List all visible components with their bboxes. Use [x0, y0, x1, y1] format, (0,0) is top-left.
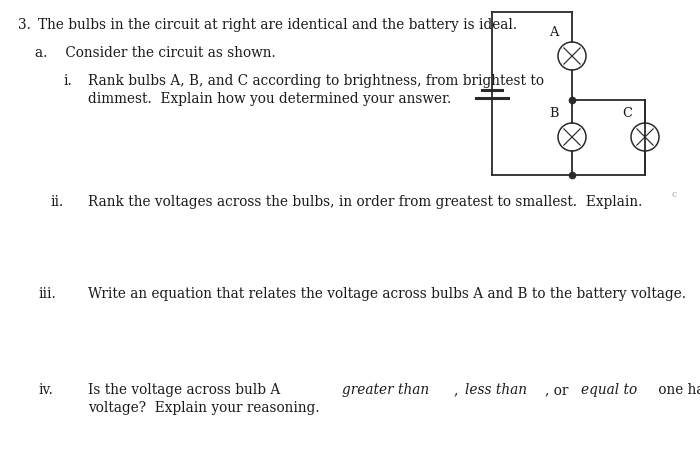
Text: dimmest.  Explain how you determined your answer.: dimmest. Explain how you determined your…: [88, 92, 452, 106]
Text: Rank bulbs A, B, and C according to brightness, from brightest to: Rank bulbs A, B, and C according to brig…: [88, 74, 544, 88]
Text: The bulbs in the circuit at right are identical and the battery is ideal.: The bulbs in the circuit at right are id…: [38, 18, 517, 32]
Text: a.  Consider the circuit as shown.: a. Consider the circuit as shown.: [35, 46, 276, 60]
Text: iv.: iv.: [38, 383, 53, 397]
Text: i.: i.: [63, 74, 71, 88]
Text: iii.: iii.: [38, 287, 56, 301]
Text: voltage?  Explain your reasoning.: voltage? Explain your reasoning.: [88, 401, 320, 415]
Text: Write an equation that relates the voltage across bulbs A and B to the battery v: Write an equation that relates the volta…: [88, 287, 686, 301]
Text: A: A: [550, 26, 559, 39]
Text: equal to: equal to: [581, 383, 638, 397]
Text: Is the voltage across bulb A: Is the voltage across bulb A: [88, 383, 285, 397]
Text: less than: less than: [466, 383, 527, 397]
Text: ii.: ii.: [50, 195, 63, 209]
Text: B: B: [550, 107, 559, 120]
Text: 3.: 3.: [18, 18, 31, 32]
Text: Rank the voltages across the bulbs, in order from greatest to smallest.  Explain: Rank the voltages across the bulbs, in o…: [88, 195, 643, 209]
Text: c: c: [672, 190, 677, 199]
Text: , or: , or: [545, 383, 573, 397]
Text: C: C: [622, 107, 632, 120]
Text: ,: ,: [454, 383, 463, 397]
Text: one half the battery: one half the battery: [654, 383, 700, 397]
Text: greater than: greater than: [342, 383, 429, 397]
